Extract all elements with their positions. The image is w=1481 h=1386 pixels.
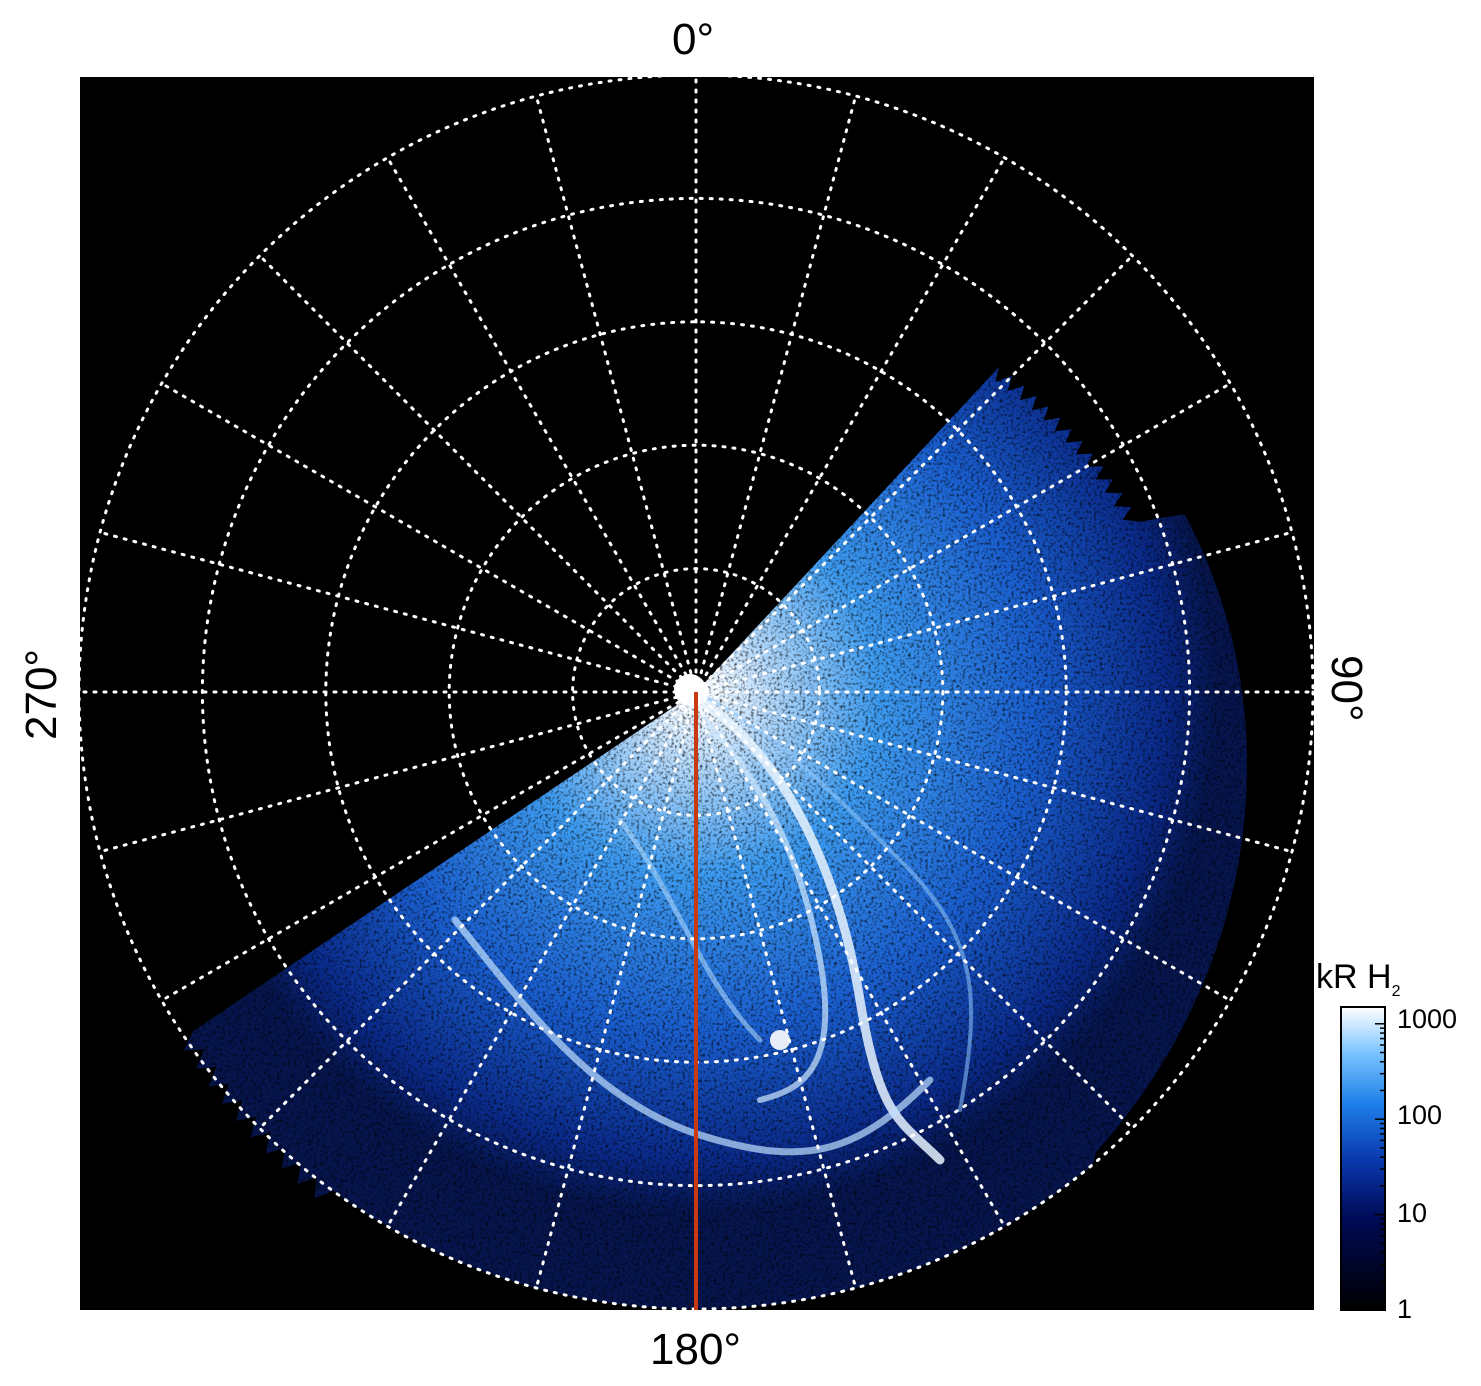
meridian-line <box>160 382 698 694</box>
azimuth-label-0: 0° <box>672 15 715 64</box>
meridian-line <box>694 690 1006 1228</box>
colorbar-tick-label-1000: 1000 <box>1397 1004 1458 1034</box>
meridian-line <box>694 382 1232 694</box>
meridian-line <box>694 690 1232 1002</box>
meridian-line <box>534 690 698 1290</box>
meridian-line <box>160 690 698 1002</box>
colorbar-tick-label-100: 100 <box>1397 1100 1443 1130</box>
azimuth-label-270: 270° <box>17 648 66 740</box>
colorbar-tick-label-1: 1 <box>1397 1294 1413 1324</box>
meridian-line <box>694 690 858 1290</box>
meridian-line <box>694 690 1294 854</box>
colorbar-tick-label-10: 10 <box>1397 1198 1428 1228</box>
latitude-circle <box>200 196 1192 1188</box>
meridian-line <box>534 94 698 694</box>
azimuth-label-180: 180° <box>650 1325 742 1374</box>
colorbar-unit: kR H <box>1316 958 1392 996</box>
meridian-line <box>694 254 1134 694</box>
colorbar-ticks <box>1375 1023 1385 1311</box>
meridian-line <box>694 690 1134 1130</box>
meridian-line <box>694 94 858 694</box>
meridian-line <box>98 530 698 694</box>
colorbar-unit-subscript: 2 <box>1391 982 1401 1000</box>
azimuth-label-90: 90° <box>1322 655 1371 722</box>
meridian-line <box>258 254 698 694</box>
meridian-line <box>258 690 698 1130</box>
meridian-line <box>386 156 698 694</box>
latitude-circle <box>447 443 945 941</box>
meridian-line <box>386 690 698 1228</box>
meridian-line <box>98 690 698 854</box>
aurora-noise-texture <box>184 367 1247 1309</box>
meridian-line <box>694 530 1294 694</box>
meridian-line <box>694 156 1006 694</box>
colorbar-title: kR H2 <box>1316 958 1400 1001</box>
colorbar <box>1340 1006 1386 1311</box>
